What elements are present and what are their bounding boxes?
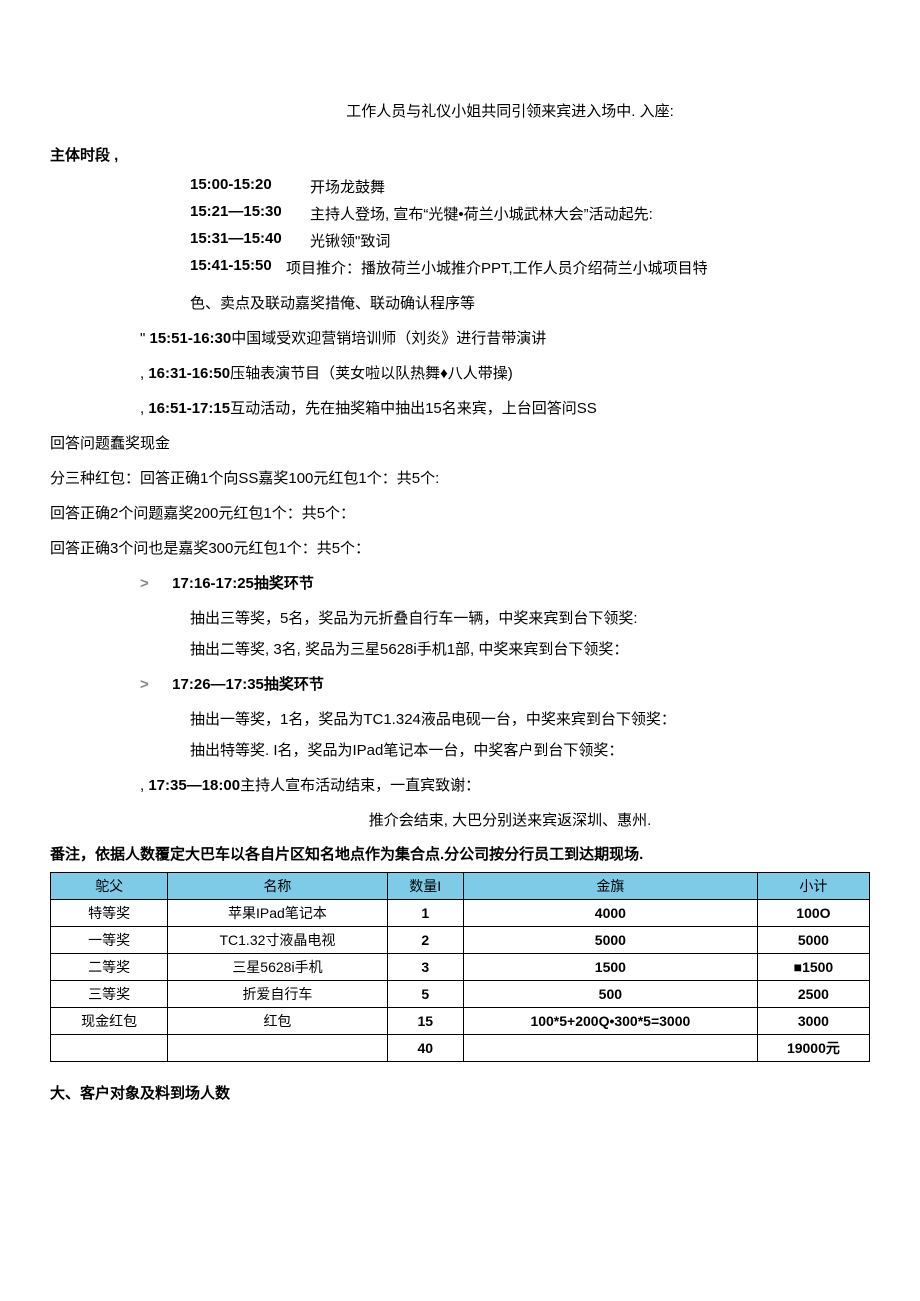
agenda-item: , 16:31-16:50压轴表演节目（荚女啦以队热舞♦八人带操) (140, 362, 870, 383)
draw-heading: > 17:26—17:35抽奖环节 (140, 673, 870, 694)
table-cell: 现金红包 (51, 1008, 168, 1035)
schedule-desc: 项目推介：播放荷兰小城推介PPT,工作人员介绍荷兰小城项目特 (286, 257, 870, 278)
schedule-row: 15:00-15:20 开场龙鼓舞 (190, 176, 870, 197)
section-heading: 主体时段 , (50, 144, 870, 168)
schedule-desc: 光锹领"致词 (310, 230, 870, 251)
agenda-time: 16:31-16:50 (148, 365, 230, 382)
table-header-cell: 鸵父 (51, 873, 168, 900)
schedule-row: 15:21—15:30 主持人登场, 宣布“光犍•荷兰小城武林大会”活动起先: (190, 203, 870, 224)
table-cell: TC1.32寸液晶电视 (168, 927, 387, 954)
draw-line: 抽出一等奖，1名，奖品为TC1.324液品电砚一台，中奖来宾到台下领奖： (190, 708, 870, 729)
table-cell: 3000 (757, 1008, 869, 1035)
table-row: 特等奖 苹果IPad笔记本 1 4000 100O (51, 900, 870, 927)
agenda-text: 互动活动，先在抽奖箱中抽出15名来宾，上台回答问SS (230, 400, 597, 417)
agenda-text: 压轴表演节目（荚女啦以队热舞♦八人带操) (230, 365, 513, 382)
table-header-cell: 名称 (168, 873, 387, 900)
table-cell (168, 1035, 387, 1062)
table-cell: ■1500 (757, 954, 869, 981)
agenda-item: , 16:51-17:15互动活动，先在抽奖箱中抽出15名来宾，上台回答问SS (140, 397, 870, 418)
table-cell: 苹果IPad笔记本 (168, 900, 387, 927)
draw-line: 抽出二等奖, 3名, 奖品为三星5628i手机1部, 中奖来宾到台下领奖： (190, 638, 870, 659)
draw-head-text: 17:26—17:35抽奖环节 (172, 676, 324, 693)
table-cell: 1500 (463, 954, 757, 981)
table-cell: 5000 (463, 927, 757, 954)
closing-line: 推介会结束, 大巴分别送来宾返深圳、惠州. (150, 809, 870, 833)
bullet-mark: , (140, 777, 144, 794)
table-cell: 一等奖 (51, 927, 168, 954)
draw-line: 抽出三等奖，5名，奖品为元折叠自行车一辆，中奖来宾到台下领奖: (190, 607, 870, 628)
agenda-text: 中国域受欢迎营销培训师（刘炎》进行昔带演讲 (231, 330, 546, 347)
final-heading: 大、客户对象及料到场人数 (50, 1082, 870, 1103)
qa-line: 回答问题蠢奖现金 (50, 432, 870, 453)
qa-line: 分三种红包：回答正确1个向SS嘉奖100元红包1个：共5个: (50, 467, 870, 488)
table-row: 二等奖 三星5628i手机 3 1500 ■1500 (51, 954, 870, 981)
table-cell: 三星5628i手机 (168, 954, 387, 981)
document-page: 工作人员与礼仪小姐共同引领来宾进入场中. 入座: 主体时段 , 15:00-15… (0, 0, 920, 1178)
agenda-item: , 17:35—18:00主持人宣布活动结束，一直宾致谢： (140, 774, 870, 795)
bullet-mark: , (140, 400, 144, 417)
qa-line: 回答正确3个问也是嘉奖300元红包1个：共5个： (50, 537, 870, 558)
table-cell: 红包 (168, 1008, 387, 1035)
table-cell (463, 1035, 757, 1062)
agenda-text: 主持人宣布活动结束，一直宾致谢： (240, 777, 480, 794)
agenda-item: " 15:51-16:30中国域受欢迎营销培训师（刘炎》进行昔带演讲 (140, 327, 870, 348)
agenda-time: 16:51-17:15 (148, 400, 230, 417)
table-cell: 1 (387, 900, 463, 927)
schedule-time: 15:41-15:50 (190, 257, 286, 278)
qa-line: 回答正确2个问题嘉奖200元红包1个：共5个： (50, 502, 870, 523)
note-line: 番注，依据人数覆定大巴车以各自片区知名地点作为集合点.分公司按分行员工到达期现场… (50, 843, 870, 864)
bullet-mark: > (140, 676, 168, 693)
table-row: 三等奖 折爱自行车 5 500 2500 (51, 981, 870, 1008)
bullet-mark: " (140, 330, 145, 347)
table-row: 一等奖 TC1.32寸液晶电视 2 5000 5000 (51, 927, 870, 954)
table-cell: 15 (387, 1008, 463, 1035)
table-cell: 特等奖 (51, 900, 168, 927)
table-cell: 5000 (757, 927, 869, 954)
intro-line: 工作人员与礼仪小姐共同引领来宾进入场中. 入座: (150, 100, 870, 124)
table-cell: 折爱自行车 (168, 981, 387, 1008)
bullet-mark: > (140, 575, 168, 592)
table-header-cell: 小计 (757, 873, 869, 900)
schedule-row: 15:31—15:40 光锹领"致词 (190, 230, 870, 251)
schedule-desc-cont: 色、卖点及联动嘉奖措俺、联动确认程序等 (190, 292, 870, 313)
table-cell: 40 (387, 1035, 463, 1062)
draw-line: 抽出特等奖. I名，奖品为IPad笔记本一台，中奖客户到台下领奖： (190, 739, 870, 760)
schedule-desc: 开场龙鼓舞 (310, 176, 870, 197)
agenda-time: 17:35—18:00 (148, 777, 240, 794)
agenda-time: 15:51-16:30 (150, 330, 232, 347)
draw-head-text: 17:16-17:25抽奖环节 (172, 575, 314, 592)
table-cell: 3 (387, 954, 463, 981)
table-cell (51, 1035, 168, 1062)
schedule-time: 15:21—15:30 (190, 203, 310, 224)
schedule-time: 15:00-15:20 (190, 176, 310, 197)
table-cell: 500 (463, 981, 757, 1008)
table-cell: 5 (387, 981, 463, 1008)
prize-table: 鸵父 名称 数量I 金旗 小计 特等奖 苹果IPad笔记本 1 4000 100… (50, 872, 870, 1062)
table-header-row: 鸵父 名称 数量I 金旗 小计 (51, 873, 870, 900)
table-footer-row: 40 19000元 (51, 1035, 870, 1062)
table-cell: 19000元 (757, 1035, 869, 1062)
schedule-desc: 主持人登场, 宣布“光犍•荷兰小城武林大会”活动起先: (310, 203, 870, 224)
table-cell: 100*5+200Q•300*5=3000 (463, 1008, 757, 1035)
bullet-mark: , (140, 365, 144, 382)
table-row: 现金红包 红包 15 100*5+200Q•300*5=3000 3000 (51, 1008, 870, 1035)
table-cell: 二等奖 (51, 954, 168, 981)
schedule-row: 15:41-15:50 项目推介：播放荷兰小城推介PPT,工作人员介绍荷兰小城项… (190, 257, 870, 278)
table-header-cell: 数量I (387, 873, 463, 900)
table-cell: 三等奖 (51, 981, 168, 1008)
schedule-time: 15:31—15:40 (190, 230, 310, 251)
table-cell: 2500 (757, 981, 869, 1008)
table-cell: 4000 (463, 900, 757, 927)
table-cell: 100O (757, 900, 869, 927)
draw-heading: > 17:16-17:25抽奖环节 (140, 572, 870, 593)
table-cell: 2 (387, 927, 463, 954)
table-header-cell: 金旗 (463, 873, 757, 900)
